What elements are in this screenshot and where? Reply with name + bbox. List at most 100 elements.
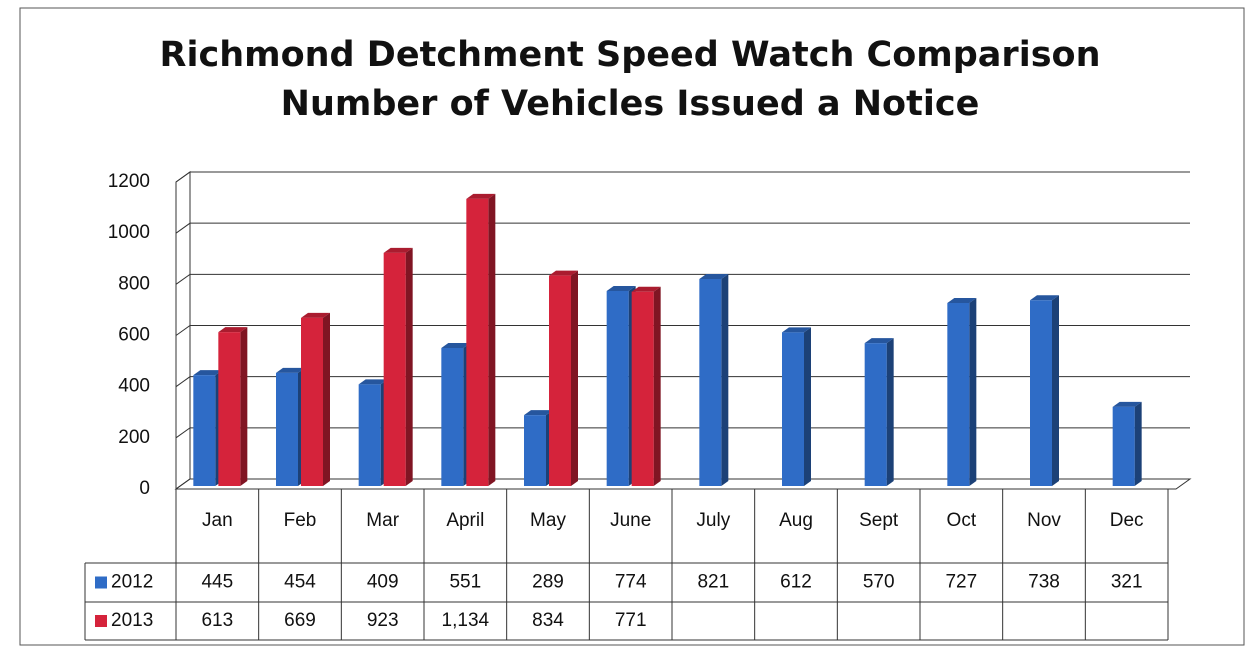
bar-face [358, 384, 381, 486]
table-value: 613 [201, 610, 233, 631]
bar-face [466, 198, 489, 486]
table-value: 612 [780, 572, 812, 593]
bar-face [886, 338, 894, 486]
table-value: 445 [201, 572, 233, 593]
bar-face [947, 298, 977, 304]
bar-face [441, 343, 471, 349]
legend-swatch [95, 576, 107, 589]
table-value: 409 [367, 572, 399, 593]
bar-face [240, 327, 248, 486]
bar [631, 286, 661, 486]
bar [1030, 295, 1059, 486]
bar-face [1052, 295, 1059, 486]
grid-line [175, 273, 1190, 285]
bar-face [441, 348, 464, 486]
bar-face [466, 193, 496, 199]
bar-face [947, 303, 970, 486]
table-value: 834 [532, 610, 564, 631]
x-tick-label: Feb [284, 510, 317, 531]
x-tick-label: Nov [1027, 510, 1061, 531]
bar [699, 273, 729, 486]
bar-face [699, 273, 729, 279]
bar [524, 410, 553, 486]
bar-face [969, 298, 977, 486]
y-tick-label: 600 [118, 325, 150, 346]
bar-face [1030, 295, 1059, 301]
y-tick-label: 1000 [108, 222, 150, 243]
bar [218, 327, 248, 486]
bar-face [549, 270, 578, 276]
bar [1112, 401, 1142, 486]
x-tick-label: June [610, 510, 651, 531]
bar [358, 379, 388, 486]
bar-face [276, 372, 298, 486]
bar-face [631, 291, 654, 486]
grid-line [175, 222, 1190, 234]
grid-line [175, 171, 1190, 183]
table-value: 727 [945, 572, 977, 593]
bar [301, 312, 330, 486]
bar-face [782, 327, 811, 333]
bar-face [782, 332, 804, 486]
table-value: 923 [367, 610, 399, 631]
table-value: 454 [284, 572, 316, 593]
bar-face [653, 286, 661, 486]
y-tick-label: 0 [139, 478, 150, 499]
legend-label: 2013 [111, 610, 153, 631]
x-tick-label: Dec [1110, 510, 1144, 531]
bar-face [1112, 406, 1135, 486]
y-tick-label: 200 [118, 427, 150, 448]
bar-face [631, 286, 661, 292]
bar [276, 367, 305, 486]
legend-swatch [95, 615, 107, 627]
legend-label: 2012 [111, 572, 153, 593]
bar-face [193, 375, 216, 486]
bar-face [1030, 300, 1052, 486]
bar-face [524, 410, 553, 416]
chart-subtitle: Number of Vehicles Issued a Notice [281, 84, 980, 124]
table-value: 774 [615, 572, 647, 593]
table-value: 289 [532, 572, 564, 593]
bar-face [1112, 401, 1142, 407]
bar-face [524, 415, 546, 486]
grid-line [175, 427, 1190, 439]
table-value: 570 [863, 572, 895, 593]
x-tick-label: April [446, 510, 484, 531]
bar [549, 270, 578, 486]
bar [864, 338, 894, 486]
table-value: 821 [697, 572, 729, 593]
x-tick-label: May [530, 510, 566, 531]
bar-face [193, 370, 223, 376]
bar-face [606, 290, 629, 486]
bar-face [699, 278, 722, 486]
y-tick-label: 400 [118, 376, 150, 397]
bar [193, 370, 223, 486]
y-tick-label: 1200 [108, 171, 150, 192]
x-tick-label: Jan [202, 510, 233, 531]
bar [782, 327, 811, 486]
grid-line [175, 376, 1190, 388]
frame [19, 7, 1245, 646]
y-tick-label: 800 [118, 273, 150, 294]
bar-face [276, 367, 305, 373]
bar-face [488, 193, 496, 486]
chart-title: Richmond Detchment Speed Watch Compariso… [160, 35, 1101, 75]
bar-face [549, 275, 571, 486]
bar-face [864, 338, 894, 344]
bar [947, 298, 977, 486]
bar [466, 193, 496, 486]
x-tick-label: Oct [947, 510, 977, 531]
x-tick-label: July [696, 510, 730, 531]
table-value: 771 [615, 610, 647, 631]
bar-face [218, 332, 241, 486]
bar-face [571, 270, 578, 486]
bar-face [301, 312, 330, 318]
bar-face [606, 285, 636, 291]
x-tick-label: Sept [859, 510, 899, 531]
table-value: 551 [449, 572, 481, 593]
bar [606, 285, 636, 486]
x-tick-label: Mar [366, 510, 399, 531]
grid-line [175, 325, 1190, 336]
bar-face [218, 327, 248, 333]
